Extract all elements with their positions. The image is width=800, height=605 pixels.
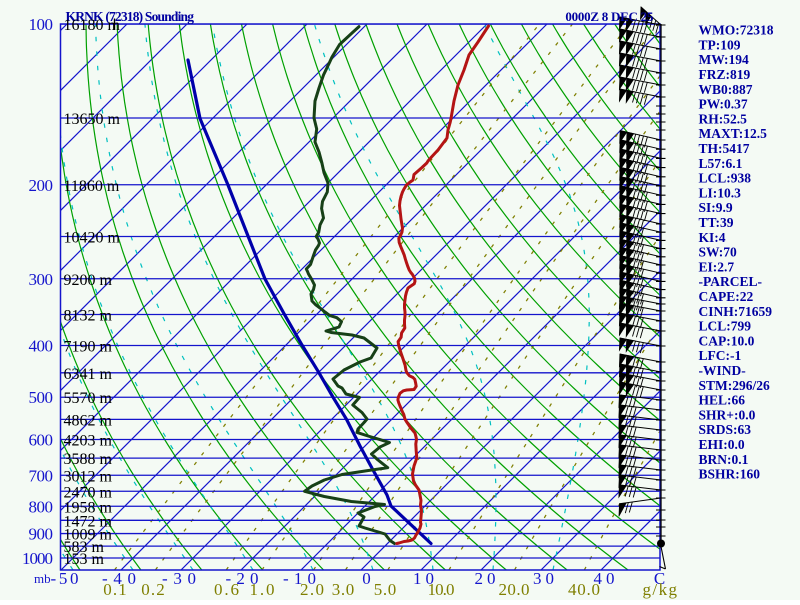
svg-text:EI:2.7: EI:2.7 <box>699 259 735 274</box>
svg-text:2.0: 2.0 <box>300 580 324 599</box>
svg-text:900: 900 <box>29 525 54 544</box>
svg-text:TH:5417: TH:5417 <box>699 141 750 156</box>
svg-text:0: 0 <box>362 569 371 588</box>
svg-text:3.0: 3.0 <box>332 580 355 599</box>
svg-text:-50: -50 <box>51 569 79 588</box>
svg-text:BRN:0.1: BRN:0.1 <box>699 452 749 467</box>
svg-text:11860 m: 11860 m <box>64 178 120 195</box>
svg-text:10.0: 10.0 <box>428 580 455 599</box>
svg-text:7190 m: 7190 m <box>64 339 113 356</box>
svg-text:200: 200 <box>29 176 54 195</box>
svg-text:SI:9.9: SI:9.9 <box>699 200 733 215</box>
svg-text:16180 m: 16180 m <box>64 17 121 34</box>
svg-text:153 m: 153 m <box>64 551 105 568</box>
svg-text:SW:70: SW:70 <box>699 245 738 260</box>
svg-text:BSHR:160: BSHR:160 <box>699 467 761 482</box>
svg-text:6341 m: 6341 m <box>64 366 113 383</box>
svg-text:700: 700 <box>29 466 54 485</box>
svg-text:CINH:71659: CINH:71659 <box>699 304 773 319</box>
svg-text:583 m: 583 m <box>64 539 105 556</box>
svg-text:-PARCEL-: -PARCEL- <box>699 274 763 289</box>
svg-text:3588 m: 3588 m <box>64 451 113 468</box>
svg-text:TP:109: TP:109 <box>699 37 741 52</box>
svg-text:10420 m: 10420 m <box>64 230 121 247</box>
svg-text:100: 100 <box>29 15 54 34</box>
svg-text:EHI:0.0: EHI:0.0 <box>699 437 745 452</box>
svg-text:0000Z 8 DEC 25: 0000Z 8 DEC 25 <box>565 9 654 24</box>
svg-text:13650 m: 13650 m <box>64 111 121 128</box>
svg-text:LFC:-1: LFC:-1 <box>699 348 742 363</box>
svg-text:KI:4: KI:4 <box>699 230 726 245</box>
svg-text:LCL:938: LCL:938 <box>699 171 752 186</box>
svg-text:4862 m: 4862 m <box>64 412 113 429</box>
svg-text:WB0:887: WB0:887 <box>699 82 753 97</box>
svg-text:PW:0.37: PW:0.37 <box>699 97 748 112</box>
svg-text:0.2: 0.2 <box>141 580 165 599</box>
svg-text:800: 800 <box>29 497 54 516</box>
svg-text:TT:39: TT:39 <box>699 215 734 230</box>
svg-text:CAP:10.0: CAP:10.0 <box>699 333 755 348</box>
svg-text:HEL:66: HEL:66 <box>699 393 746 408</box>
svg-text:MAXT:12.5: MAXT:12.5 <box>699 126 768 141</box>
svg-text:1000: 1000 <box>22 549 53 568</box>
svg-text:2470 m: 2470 m <box>64 484 113 501</box>
svg-text:0.1: 0.1 <box>103 580 127 599</box>
svg-text:5570 m: 5570 m <box>64 390 113 407</box>
svg-text:MW:194: MW:194 <box>699 52 749 67</box>
svg-text:SHR+:0.0: SHR+:0.0 <box>699 407 756 422</box>
svg-text:400: 400 <box>29 337 54 356</box>
svg-text:300: 300 <box>29 270 54 289</box>
svg-text:8132 m: 8132 m <box>64 308 113 325</box>
svg-text:20.0: 20.0 <box>499 580 530 599</box>
svg-text:CAPE:22: CAPE:22 <box>699 289 754 304</box>
svg-text:1.0: 1.0 <box>250 580 275 599</box>
svg-text:1009 m: 1009 m <box>64 527 113 544</box>
svg-text:9200 m: 9200 m <box>64 272 113 289</box>
svg-text:FRZ:819: FRZ:819 <box>699 67 751 82</box>
svg-text:4203 m: 4203 m <box>64 433 113 450</box>
svg-text:-30: -30 <box>162 569 196 588</box>
svg-text:1472 m: 1472 m <box>64 513 113 530</box>
svg-text:LI:10.3: LI:10.3 <box>699 185 742 200</box>
svg-text:600: 600 <box>29 431 54 450</box>
svg-text:5.0: 5.0 <box>374 580 397 599</box>
svg-text:LCL:799: LCL:799 <box>699 319 752 334</box>
svg-text:0.6: 0.6 <box>214 580 239 599</box>
svg-text:L57:6.1: L57:6.1 <box>699 156 743 171</box>
svg-text:g/kg: g/kg <box>643 580 678 599</box>
svg-text:3012 m: 3012 m <box>64 468 113 485</box>
svg-text:WMO:72318: WMO:72318 <box>699 23 774 38</box>
svg-text:KRNK (72318) Sounding: KRNK (72318) Sounding <box>66 9 195 24</box>
svg-text:STM:296/26: STM:296/26 <box>699 378 771 393</box>
svg-text:C: C <box>654 569 665 588</box>
svg-text:1958 m: 1958 m <box>64 499 113 516</box>
svg-text:SRDS:63: SRDS:63 <box>699 422 752 437</box>
svg-text:500: 500 <box>29 388 54 407</box>
svg-text:RH:52.5: RH:52.5 <box>699 111 748 126</box>
svg-text:40.0: 40.0 <box>568 580 600 599</box>
svg-text:mb: mb <box>34 571 51 586</box>
svg-text:-WIND-: -WIND- <box>699 363 746 378</box>
